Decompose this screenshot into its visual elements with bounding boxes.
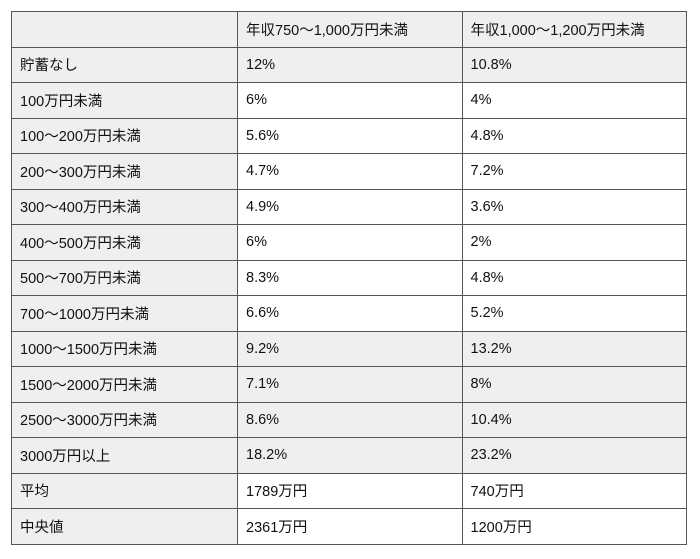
value-cell-income-1000-1200: 1200万円 (461, 508, 687, 545)
row-label-cell: 200〜300万円未満 (11, 153, 238, 190)
value-cell-income-750-1000: 8.6% (237, 401, 463, 438)
value-cell-income-750-1000: 6% (237, 224, 463, 261)
value-cell-income-750-1000: 9.2% (237, 330, 463, 367)
row-label-cell: 300〜400万円未満 (11, 188, 238, 225)
value-cell-income-1000-1200: 4.8% (461, 117, 687, 154)
value-cell-income-1000-1200: 740万円 (461, 472, 687, 509)
table-row: 平均 1789万円 740万円 (11, 472, 687, 509)
value-cell-income-750-1000: 1789万円 (237, 472, 463, 509)
table-row: 3000万円以上 18.2% 23.2% (11, 437, 687, 474)
header-cell-empty (11, 11, 238, 48)
row-label-cell: 500〜700万円未満 (11, 259, 238, 296)
table-row: 貯蓄なし 12% 10.8% (11, 46, 687, 83)
table-row: 500〜700万円未満 8.3% 4.8% (11, 259, 687, 296)
row-label-cell: 1000〜1500万円未満 (11, 330, 238, 367)
value-cell-income-750-1000: 7.1% (237, 366, 463, 403)
row-label-cell: 3000万円以上 (11, 437, 238, 474)
header-cell-income-1000-1200: 年収1,000〜1,200万円未満 (461, 11, 687, 48)
value-cell-income-750-1000: 4.7% (237, 153, 463, 190)
value-cell-income-1000-1200: 10.8% (461, 46, 687, 83)
table-row: 2500〜3000万円未満 8.6% 10.4% (11, 401, 687, 438)
row-label-cell: 700〜1000万円未満 (11, 295, 238, 332)
value-cell-income-1000-1200: 4% (461, 82, 687, 119)
value-cell-income-1000-1200: 5.2% (461, 295, 687, 332)
value-cell-income-1000-1200: 3.6% (461, 188, 687, 225)
value-cell-income-750-1000: 12% (237, 46, 463, 83)
table-row: 700〜1000万円未満 6.6% 5.2% (11, 295, 687, 332)
value-cell-income-750-1000: 6.6% (237, 295, 463, 332)
row-label-cell: 2500〜3000万円未満 (11, 401, 238, 438)
value-cell-income-1000-1200: 7.2% (461, 153, 687, 190)
header-cell-income-750-1000: 年収750〜1,000万円未満 (237, 11, 463, 48)
value-cell-income-750-1000: 5.6% (237, 117, 463, 154)
value-cell-income-750-1000: 2361万円 (237, 508, 463, 545)
value-cell-income-750-1000: 6% (237, 82, 463, 119)
table-row: 1000〜1500万円未満 9.2% 13.2% (11, 330, 687, 367)
row-label-cell: 平均 (11, 472, 238, 509)
table-row: 400〜500万円未満 6% 2% (11, 224, 687, 261)
row-label-cell: 中央値 (11, 508, 238, 545)
value-cell-income-1000-1200: 10.4% (461, 401, 687, 438)
table-row: 100万円未満 6% 4% (11, 82, 687, 119)
value-cell-income-1000-1200: 23.2% (461, 437, 687, 474)
value-cell-income-1000-1200: 4.8% (461, 259, 687, 296)
table-row: 中央値 2361万円 1200万円 (11, 508, 687, 545)
row-label-cell: 貯蓄なし (11, 46, 238, 83)
row-label-cell: 400〜500万円未満 (11, 224, 238, 261)
row-label-cell: 100万円未満 (11, 82, 238, 119)
savings-table: 年収750〜1,000万円未満 年収1,000〜1,200万円未満 貯蓄なし 12… (11, 11, 687, 545)
value-cell-income-750-1000: 4.9% (237, 188, 463, 225)
table-row: 100〜200万円未満 5.6% 4.8% (11, 117, 687, 154)
table-row: 200〜300万円未満 4.7% 7.2% (11, 153, 687, 190)
table-row: 1500〜2000万円未満 7.1% 8% (11, 366, 687, 403)
row-label-cell: 1500〜2000万円未満 (11, 366, 238, 403)
value-cell-income-1000-1200: 8% (461, 366, 687, 403)
value-cell-income-1000-1200: 2% (461, 224, 687, 261)
table-header-row: 年収750〜1,000万円未満 年収1,000〜1,200万円未満 (11, 11, 687, 48)
table-row: 300〜400万円未満 4.9% 3.6% (11, 188, 687, 225)
table-body: 年収750〜1,000万円未満 年収1,000〜1,200万円未満 貯蓄なし 12… (11, 11, 687, 545)
value-cell-income-750-1000: 8.3% (237, 259, 463, 296)
value-cell-income-1000-1200: 13.2% (461, 330, 687, 367)
row-label-cell: 100〜200万円未満 (11, 117, 238, 154)
value-cell-income-750-1000: 18.2% (237, 437, 463, 474)
